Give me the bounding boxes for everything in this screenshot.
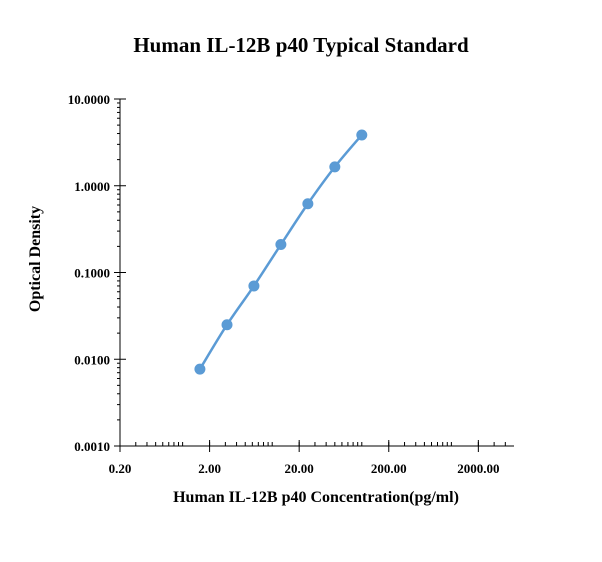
x-tick-label: 2.00 <box>198 461 221 476</box>
y-tick-label: 0.0010 <box>74 439 110 454</box>
x-tick-label: 0.20 <box>109 461 132 476</box>
axes: 0.0010 0.0100 0.1000 1.0000 10.0000 0.20 2.00 2… <box>68 92 514 476</box>
data-point <box>194 363 206 375</box>
y-tick-label: 0.0100 <box>74 352 110 367</box>
data-point <box>221 319 233 331</box>
data-point <box>356 129 368 141</box>
y-axis-title: Optical Density <box>27 206 44 312</box>
data-point <box>248 280 260 292</box>
data-point <box>275 239 287 251</box>
data-point <box>302 198 314 210</box>
y-tick-label: 0.1000 <box>74 266 110 281</box>
x-tick-label: 2000.00 <box>457 461 499 476</box>
chart-title: Human IL-12B p40 Typical Standard <box>133 33 469 57</box>
series-layer <box>194 129 368 375</box>
y-tick-label: 1.0000 <box>74 179 110 194</box>
y-tick-label: 10.0000 <box>68 92 110 107</box>
data-point <box>329 161 341 173</box>
x-axis-title: Human IL-12B p40 Concentration(pg/ml) <box>173 489 459 506</box>
x-tick-label: 200.00 <box>371 461 407 476</box>
x-tick-label: 20.00 <box>285 461 314 476</box>
